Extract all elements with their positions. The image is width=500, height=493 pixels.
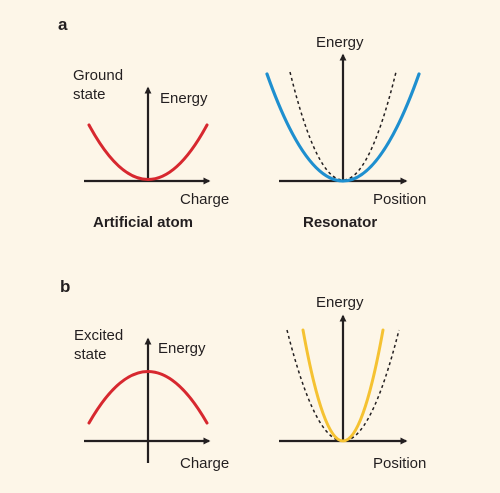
atom-excited-curve: [87, 370, 209, 425]
resonator-ground-plot: Energy Position Resonator: [265, 34, 426, 231]
resonator-excited-plot: Energy Position: [279, 294, 426, 472]
ground-state-label-line2: state: [73, 86, 106, 103]
atom-excited-plot: Excited state Energy Charge: [74, 327, 229, 472]
excited-state-label-line2: state: [74, 346, 107, 363]
panel-b-label: b: [60, 277, 70, 296]
atom-excited-y-label: Energy: [158, 340, 206, 357]
panel-b: b Excited state Energy Charge Energy Pos…: [60, 277, 426, 472]
resonator-ground-x-label: Position: [373, 191, 426, 208]
resonator-excited-x-label: Position: [373, 455, 426, 472]
atom-ground-curve: [87, 123, 209, 181]
panel-a-label: a: [58, 15, 68, 34]
resonator-excited-reference-dashed: [286, 329, 400, 442]
resonator-caption: Resonator: [303, 214, 377, 231]
ground-state-label-line1: Ground: [73, 67, 123, 84]
panel-a: a Ground state Energy Charge Artificial …: [58, 15, 426, 231]
atom-ground-x-label: Charge: [180, 191, 229, 208]
resonator-excited-curve: [301, 328, 385, 443]
atom-caption: Artificial atom: [93, 214, 193, 231]
atom-ground-plot: Ground state Energy Charge Artificial at…: [73, 67, 229, 231]
atom-excited-x-label: Charge: [180, 455, 229, 472]
resonator-ground-reference-dashed: [289, 71, 397, 181]
resonator-ground-curve: [265, 72, 421, 183]
excited-state-label-line1: Excited: [74, 327, 123, 344]
resonator-excited-y-label: Energy: [316, 294, 364, 311]
resonator-ground-y-label: Energy: [316, 34, 364, 51]
atom-ground-y-label: Energy: [160, 90, 208, 107]
